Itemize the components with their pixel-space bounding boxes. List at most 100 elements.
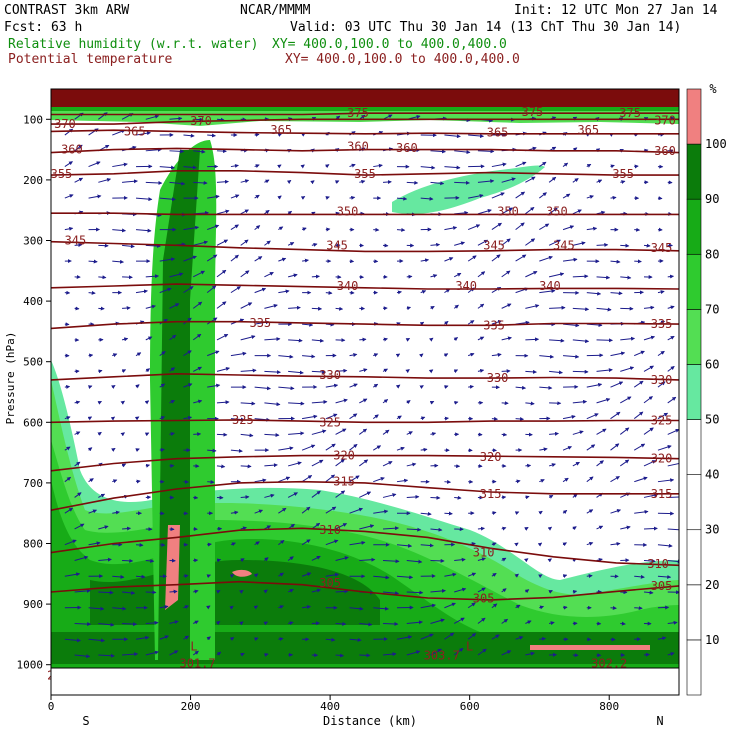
wind-arrow: [563, 607, 567, 608]
wind-arrow: [587, 576, 592, 577]
theta-contour-label: 370: [190, 114, 212, 128]
theta-contour-label: 375: [522, 105, 544, 119]
theta-contour-label: 370: [54, 117, 76, 131]
rh-saturated-surface: [530, 645, 650, 650]
theta-contour-label: 325: [232, 413, 254, 427]
wind-arrow: [89, 261, 98, 262]
wind-arrow: [397, 230, 405, 231]
wind-arrow: [383, 623, 398, 624]
org-title: NCAR/MMMM: [240, 3, 311, 18]
colorbar-label: 30: [705, 523, 719, 537]
colorbar-swatch: [687, 144, 701, 199]
x-tick-label: 800: [599, 700, 619, 713]
wind-arrow: [336, 623, 346, 624]
wind-arrow: [525, 339, 538, 340]
ground-band: [51, 668, 679, 695]
theta-contour-label: 315: [651, 487, 673, 501]
y-tick-label: 700: [23, 477, 43, 490]
colorbar-label: 90: [705, 192, 719, 206]
theta-contour-label: 320: [651, 452, 673, 466]
theta-contour-label: 315: [480, 487, 502, 501]
wind-arrow: [217, 119, 224, 120]
theta-contour-label: 335: [483, 318, 505, 332]
wind-arrow: [89, 355, 93, 356]
y-tick-label: 1000: [17, 659, 44, 672]
forecast-hour: Fcst: 63 h: [4, 20, 82, 35]
wind-arrow: [312, 308, 322, 309]
theta-contour-label: 305: [651, 579, 673, 593]
theta-contour-label: 320: [480, 450, 502, 464]
colorbar-label: 10: [705, 633, 719, 647]
colorbar-swatch: [687, 199, 701, 254]
colorbar-label: 80: [705, 247, 719, 261]
wind-arrow: [668, 276, 674, 277]
wind-arrow: [207, 482, 214, 483]
y-tick-label: 900: [23, 598, 43, 611]
theta-contour-label: 345: [483, 238, 505, 252]
theta-contour-label: 355: [354, 167, 376, 181]
x-axis-left-end-label: S: [82, 714, 89, 728]
theta-contour-label: 345: [326, 238, 348, 252]
theta-contour-label: 360: [347, 140, 369, 154]
theta-contour-label: 305: [319, 576, 341, 590]
theta-field-label: Potential temperature: [8, 52, 173, 67]
theta-contour-label: 350: [546, 204, 568, 218]
theta-contour-label: 370: [654, 114, 676, 128]
wind-arrow: [525, 371, 536, 372]
colorbar-swatch: [687, 254, 701, 309]
theta-contour-label: 330: [319, 368, 341, 382]
y-tick-label: 400: [23, 295, 43, 308]
wind-arrow: [75, 623, 91, 624]
theta-contour-label: 355: [612, 167, 634, 181]
theta-contour-label: 365: [487, 126, 509, 140]
theta-contour-label: 375: [347, 106, 369, 120]
theta-contour-label: 340: [539, 279, 561, 293]
wind-arrow: [682, 291, 686, 293]
theta-contour-label: 310: [319, 523, 341, 537]
theta-contour-label: 310: [647, 557, 669, 571]
colorbar-label: 100: [705, 137, 727, 151]
theta-contour-label: 360: [654, 144, 676, 158]
wind-arrow: [89, 293, 96, 294]
wind-arrow: [444, 482, 450, 483]
colorbar-label: 40: [705, 468, 719, 482]
wind-arrow: [597, 245, 608, 246]
x-axis-label: Distance (km): [323, 714, 417, 728]
wind-arrow: [644, 245, 650, 246]
theta-contour-label: 325: [651, 413, 673, 427]
wind-arrow: [573, 371, 588, 372]
y-tick-label: 600: [23, 416, 43, 429]
wind-arrow: [255, 134, 259, 135]
colorbar-swatch: [687, 309, 701, 364]
wind-arrow: [634, 230, 639, 231]
colorbar-unit: %: [709, 82, 717, 96]
wind-arrow: [644, 654, 649, 655]
wind-arrow: [122, 308, 130, 309]
y-tick-label: 200: [23, 174, 43, 187]
wind-arrow: [682, 260, 686, 261]
wind-arrow: [597, 340, 613, 341]
wind-arrow: [644, 528, 657, 529]
theta-low-mark: L: [190, 640, 197, 654]
wind-arrow: [682, 352, 686, 355]
wind-arrow: [136, 545, 143, 546]
x-tick-label: 400: [320, 700, 340, 713]
valid-time: Valid: 03 UTC Thu 30 Jan 14 (13 ChT Thu …: [290, 20, 681, 35]
init-time: Init: 12 UTC Mon 27 Jan 14: [514, 3, 718, 18]
theta-contour-label: 335: [249, 316, 271, 330]
theta-contour-label: 360: [61, 143, 83, 157]
colorbar-swatch: [687, 420, 701, 475]
wind-arrow: [241, 466, 251, 467]
wind-arrow: [122, 277, 132, 278]
wind-arrow: [193, 434, 200, 435]
y-axis-label: Pressure (hPa): [4, 332, 17, 425]
theta-contour-label: 365: [577, 123, 599, 137]
colorbar-swatch: [687, 89, 701, 144]
wind-arrow: [478, 528, 484, 529]
theta-low-mark: L: [466, 640, 473, 654]
theta-contour-label: 345: [651, 241, 673, 255]
theta-contour-label: 365: [270, 123, 292, 137]
x-axis-right-end-label: N: [656, 714, 663, 728]
